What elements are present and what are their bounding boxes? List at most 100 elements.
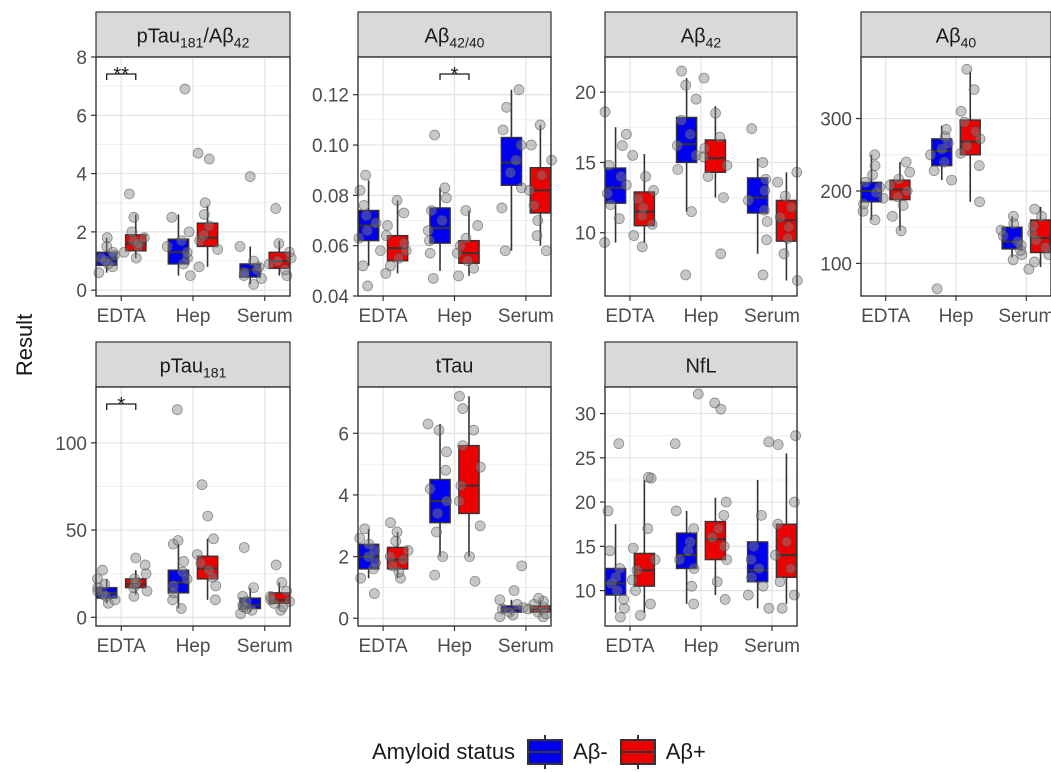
data-point xyxy=(721,159,733,171)
data-point xyxy=(384,551,396,563)
data-point xyxy=(955,147,967,159)
data-point xyxy=(884,179,896,191)
data-point xyxy=(178,556,190,567)
x-tick-label: EDTA xyxy=(605,636,655,657)
data-point xyxy=(758,204,770,216)
legend-label-abeta-neg: Aβ- xyxy=(573,739,608,764)
x-tick-label: Hep xyxy=(939,306,974,327)
data-point xyxy=(248,255,260,267)
data-point xyxy=(772,176,784,188)
data-point xyxy=(715,248,727,260)
data-point xyxy=(515,139,527,151)
x-tick-label: Hep xyxy=(176,636,211,657)
data-point xyxy=(238,542,250,553)
panel-title-text: Aβ xyxy=(425,26,450,48)
data-point xyxy=(128,211,140,223)
x-tick-label: EDTA xyxy=(358,636,408,657)
data-point xyxy=(688,523,700,535)
data-point xyxy=(203,153,215,165)
data-point xyxy=(276,576,288,588)
data-point xyxy=(1036,210,1047,222)
data-point xyxy=(380,230,392,242)
data-point xyxy=(424,247,436,259)
panel-border xyxy=(604,56,798,297)
data-point xyxy=(457,403,469,414)
data-point xyxy=(270,559,282,571)
data-point xyxy=(627,150,639,161)
data-point xyxy=(970,126,981,137)
panel-border xyxy=(357,56,552,297)
data-point xyxy=(938,156,950,168)
data-point xyxy=(997,230,1009,242)
data-point xyxy=(620,179,632,191)
data-point xyxy=(354,532,366,544)
data-point xyxy=(640,171,651,182)
y-tick-label: 0.08 xyxy=(312,186,349,207)
panel-title: NfL xyxy=(685,356,716,378)
data-point xyxy=(454,390,465,402)
panel-title: Aβ42 xyxy=(681,26,722,51)
data-point xyxy=(1007,210,1019,222)
legend-label-abeta-pos: Aβ+ xyxy=(665,739,706,764)
data-point xyxy=(370,557,381,569)
box-iqr xyxy=(959,119,981,156)
data-point xyxy=(614,611,626,623)
x-tick-label: EDTA xyxy=(861,306,911,327)
data-point xyxy=(942,137,954,149)
data-point xyxy=(763,436,775,448)
data-point xyxy=(181,246,193,258)
data-point xyxy=(357,260,369,272)
data-point xyxy=(676,65,687,77)
data-point xyxy=(763,602,775,614)
data-point xyxy=(672,164,684,175)
panel-strip xyxy=(604,341,798,388)
data-point xyxy=(779,190,791,202)
data-point xyxy=(184,270,196,281)
data-point xyxy=(497,124,509,136)
data-point xyxy=(642,523,654,535)
data-point xyxy=(385,517,396,529)
x-tick-label: EDTA xyxy=(605,306,655,327)
box-iqr xyxy=(633,191,656,227)
data-point xyxy=(893,173,905,185)
data-point xyxy=(772,439,784,450)
data-point xyxy=(390,535,402,547)
data-point xyxy=(601,187,613,199)
panel-border xyxy=(860,56,1051,297)
data-point xyxy=(179,83,191,95)
data-point xyxy=(265,590,276,602)
data-point xyxy=(424,235,435,247)
data-point xyxy=(761,216,773,227)
data-point xyxy=(355,572,367,584)
data-point xyxy=(360,169,372,181)
data-point xyxy=(531,230,543,242)
data-point xyxy=(193,261,205,273)
data-point xyxy=(648,185,659,196)
x-tick-label: Serum xyxy=(498,306,554,327)
data-point xyxy=(1028,220,1039,232)
data-point xyxy=(102,597,114,609)
significance-bracket xyxy=(439,73,470,80)
data-point xyxy=(203,564,215,576)
data-point xyxy=(279,264,291,276)
y-tick-label: 20 xyxy=(575,83,596,104)
y-tick-label: 20 xyxy=(575,493,596,514)
data-point xyxy=(536,169,547,181)
panel-border xyxy=(95,56,291,297)
data-point xyxy=(464,551,475,563)
box-iqr xyxy=(931,138,953,167)
panel-title-subscript: 40 xyxy=(961,35,977,51)
data-point xyxy=(504,606,515,618)
data-point xyxy=(610,571,622,583)
data-point xyxy=(427,272,439,284)
data-point xyxy=(669,438,681,450)
data-point xyxy=(398,237,410,249)
data-point xyxy=(611,585,623,596)
data-point xyxy=(895,225,907,237)
data-point xyxy=(263,258,275,270)
y-tick-label: 0 xyxy=(76,608,87,629)
panel-strip xyxy=(357,11,552,58)
data-point xyxy=(508,585,520,596)
data-point xyxy=(431,526,442,538)
